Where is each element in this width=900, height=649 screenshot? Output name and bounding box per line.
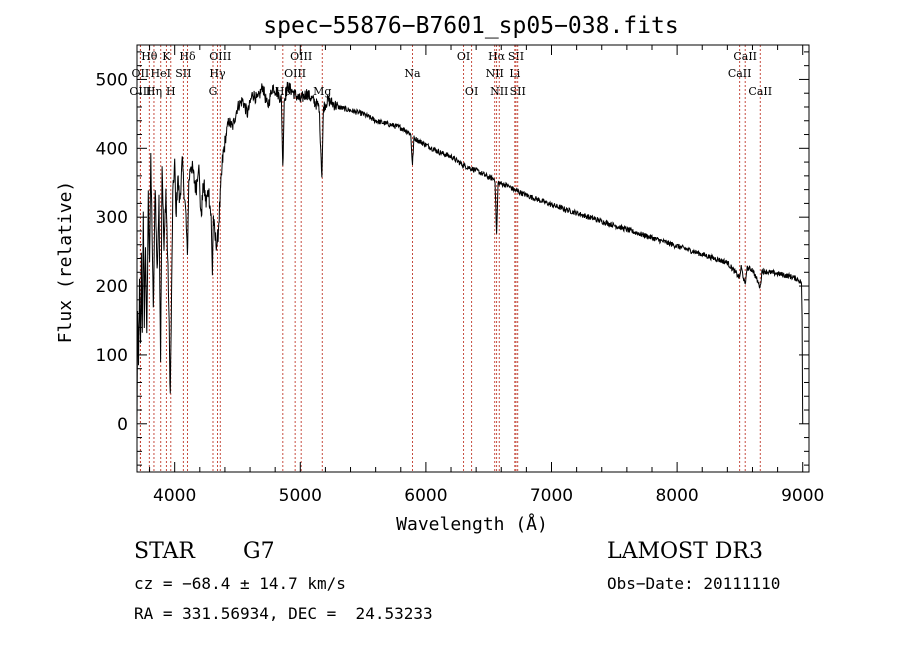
obs-date-label: Obs−Date: 20111110 [607, 574, 781, 593]
flux-line [136, 81, 804, 424]
line-marker-label-25: CaII [733, 50, 757, 63]
line-marker-label-23: Li [509, 67, 520, 80]
flux-series [136, 81, 804, 424]
line-marker-label-27: CaII [748, 85, 772, 98]
line-marker-label-4: K [162, 50, 171, 63]
x-tick-label: 4000 [153, 486, 196, 506]
line-marker-label-17: OI [457, 50, 470, 63]
line-marker-label-7: Hδ [179, 50, 196, 63]
line-marker-label-14: OIII [284, 67, 306, 80]
line-marker-label-18: OI [465, 85, 478, 98]
x-tick-label: 7000 [530, 486, 573, 506]
line-marker-label-21: NII [490, 85, 508, 98]
line-marker-label-24: SII [510, 85, 526, 98]
line-marker-label-11: G [209, 85, 218, 98]
line-marker-label-22: SII [508, 50, 524, 63]
line-marker-label-9: OIII [209, 50, 231, 63]
class-label: STAR [134, 539, 195, 564]
line-marker-label-16: Na [404, 67, 421, 80]
y-tick-label: 500 [96, 70, 128, 90]
y-tick-label: 400 [96, 139, 128, 159]
line-marker-label-26: CaII [728, 67, 752, 80]
coordinates-label: RA = 331.56934, DEC = 24.53233 [134, 604, 433, 623]
x-tick-label: 5000 [279, 486, 322, 506]
x-tick-label: 9000 [781, 486, 824, 506]
y-tick-label: 300 [96, 208, 128, 228]
x-tick-label: 8000 [655, 486, 698, 506]
chart-title: spec−55876−B7601_sp05−038.fits [263, 13, 678, 39]
line-marker-label-15: Mg [313, 85, 331, 98]
subclass-label: G7 [243, 539, 275, 564]
line-marker-label-5: Hη [146, 85, 162, 98]
line-marker-label-8: SII [175, 67, 191, 80]
y-tick-label: 200 [96, 277, 128, 297]
x-tick-label: 6000 [404, 486, 447, 506]
line-marker-label-6: H [166, 85, 176, 98]
axes: 4000 5000 6000 7000 8000 9000 0 100 200 300 400 500 [96, 44, 824, 506]
x-axis-label: Wavelength (Å) [396, 513, 548, 535]
line-marker-label-0: Hθ [141, 50, 158, 63]
survey-label: LAMOST DR3 [607, 539, 763, 564]
line-marker-label-19: Hα [488, 50, 506, 63]
line-marker-label-2: OIII [129, 85, 151, 98]
line-marker-label-20: NII [486, 67, 504, 80]
y-tick-label: 0 [117, 415, 128, 435]
y-tick-label: 100 [96, 346, 128, 366]
line-marker-label-3: HeI [151, 67, 171, 80]
y-axis-label: Flux (relative) [55, 181, 76, 344]
line-marker-label-13: OIII [290, 50, 312, 63]
line-marker-label-10: Hγ [209, 67, 226, 80]
redshift-label: cz = −68.4 ± 14.7 km/s [134, 574, 346, 593]
